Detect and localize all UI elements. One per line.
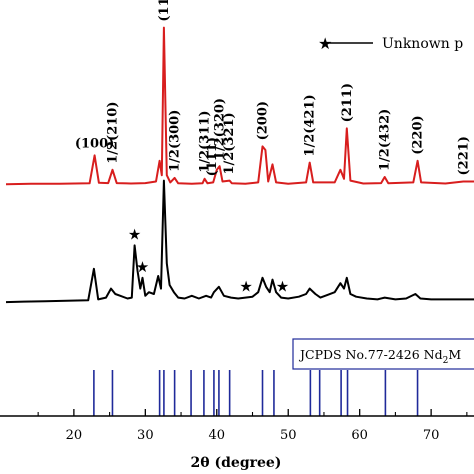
legend-label: Unknown p — [382, 36, 463, 52]
peak-labels: (100)1/2(210)(110)1/2(300) 1/2(311)(111)1… — [75, 0, 471, 176]
unknown-peak-star-icon: ★ — [276, 278, 289, 296]
x-tick-label: 20 — [66, 428, 83, 443]
peak-label: 1/2(320) — [213, 98, 228, 160]
peak-label: 1/2(321) — [222, 112, 237, 174]
peak-label: (221) — [456, 136, 471, 175]
x-tick-label: 40 — [209, 428, 226, 443]
unknown-peak-star-icon: ★ — [239, 278, 252, 296]
peak-label: 1/2(210) — [106, 102, 121, 164]
reference-label-main: JCPDS No.77-2426 Nd — [298, 347, 443, 362]
peak-label: (211) — [340, 83, 355, 122]
peak-label: 1/2(432) — [378, 109, 393, 171]
reference-label-suffix: M — [448, 347, 461, 362]
unknown-peak-markers: ★ ★ ★ ★ — [128, 225, 289, 295]
peak-label: 1/2(421) — [303, 94, 318, 156]
reference-label-subscript: 2 — [443, 356, 449, 366]
peak-label: (111) — [205, 137, 220, 176]
peak-label: (100) — [75, 136, 114, 151]
unknown-peak-star-icon: ★ — [128, 225, 141, 243]
x-tick-label: 60 — [351, 428, 368, 443]
reference-label: JCPDS No.77-2426 Nd2M — [298, 347, 461, 366]
x-axis-ticks: 20 30 40 50 60 70 — [37, 409, 468, 443]
reference-lines — [93, 370, 419, 416]
series-line-2 — [5, 179, 474, 304]
legend-star-icon: ★ — [318, 34, 332, 53]
peak-label: (200) — [256, 101, 271, 140]
unknown-peak-star-icon: ★ — [136, 258, 149, 276]
x-tick-label: 70 — [423, 428, 440, 443]
series-line-1 — [5, 26, 474, 186]
pattern-lines — [5, 26, 474, 304]
peak-label: 1/2(311) — [198, 111, 213, 173]
x-axis-title: 2θ (degree) — [191, 455, 282, 471]
x-tick-label: 30 — [137, 428, 154, 443]
peak-label: 1/2(300) — [168, 110, 183, 172]
peak-label: (220) — [411, 115, 426, 154]
x-tick-label: 50 — [280, 428, 297, 443]
reference-label-box — [292, 338, 474, 370]
peak-label: (110) — [157, 0, 172, 22]
